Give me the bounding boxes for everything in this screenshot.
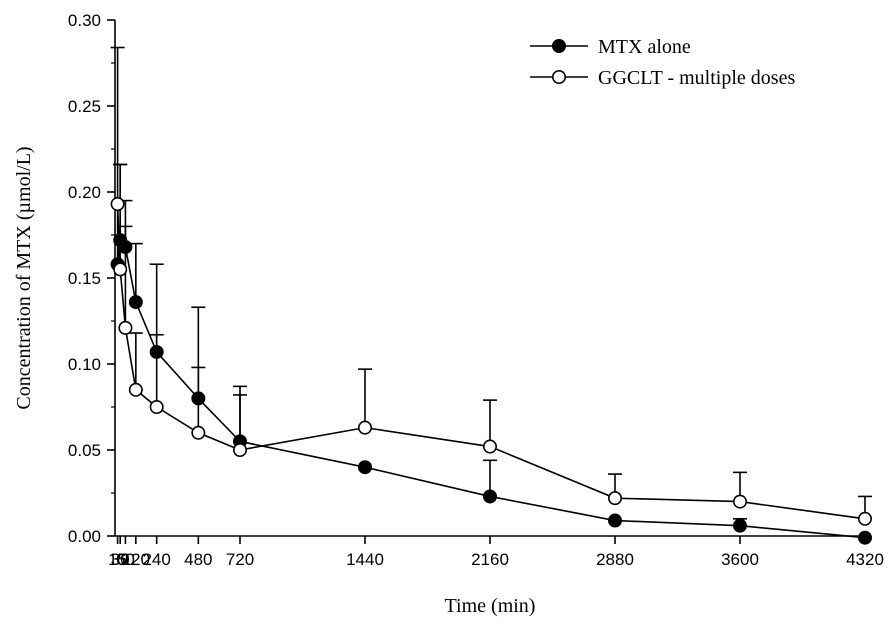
legend-label: GGCLT - multiple doses: [598, 67, 795, 89]
x-tick-label: 4320: [846, 550, 884, 569]
data-point-mtx-alone: [128, 295, 143, 310]
legend-marker-filled: [551, 38, 566, 53]
series-line-1: [116, 204, 866, 520]
x-tick-label: 480: [184, 550, 212, 569]
x-axis-label: Time (min): [445, 595, 536, 617]
data-point-mtx-alone: [191, 391, 206, 406]
series-lines: [116, 204, 866, 539]
axes: 0.00 0.05 0.10 0.15 0.20 0.25 0.30 153060120240…: [68, 11, 884, 569]
data-point-ggclt: [732, 494, 747, 509]
y-tick-label: 0.20: [68, 183, 101, 202]
x-tick-label: 720: [226, 550, 254, 569]
legend: MTX alone GGCLT - multiple doses: [530, 36, 795, 89]
data-point-ggclt: [607, 491, 622, 506]
data-point-mtx-alone: [149, 344, 164, 359]
x-tick-label: 3600: [721, 550, 759, 569]
data-point-ggclt: [233, 442, 248, 457]
y-tick-label: 0.10: [68, 355, 101, 374]
data-point-ggclt: [128, 382, 143, 397]
x-tick-label: 15: [108, 550, 127, 569]
x-tick-label: 120: [122, 550, 150, 569]
data-point-ggclt: [113, 262, 128, 277]
x-tick-label: 1440: [346, 550, 384, 569]
legend-label: MTX alone: [598, 36, 691, 58]
y-tick-label: 0.25: [68, 97, 101, 116]
y-tick-label: 0.15: [68, 269, 101, 288]
y-tick-label: 0.05: [68, 441, 101, 460]
x-tick-label: 30: [111, 550, 130, 569]
data-point-mtx-alone: [482, 489, 497, 504]
y-tick-label: 0.00: [68, 527, 101, 546]
legend-marker-open: [551, 70, 566, 85]
y-tick-label: 0.30: [68, 11, 101, 30]
data-point-ggclt: [482, 439, 497, 454]
x-tick-label: 2880: [596, 550, 634, 569]
series-markers: [110, 197, 872, 545]
error-bars: [110, 46, 872, 526]
data-point-ggclt: [357, 420, 372, 435]
x-tick-label: 60: [116, 550, 135, 569]
data-point-ggclt: [191, 425, 206, 440]
data-point-ggclt: [110, 197, 125, 212]
y-axis-label: Concentration of MTX (µmol/L): [13, 146, 35, 409]
x-tick-label: 2160: [471, 550, 509, 569]
data-point-mtx-alone: [607, 513, 622, 528]
x-tick-label: 240: [142, 550, 170, 569]
data-point-mtx-alone: [118, 240, 133, 255]
data-point-mtx-alone: [357, 460, 372, 475]
data-point-mtx-alone: [732, 518, 747, 533]
data-point-ggclt: [857, 511, 872, 526]
data-point-mtx-alone: [857, 530, 872, 545]
data-point-ggclt: [149, 399, 164, 414]
data-point-ggclt: [118, 320, 133, 335]
